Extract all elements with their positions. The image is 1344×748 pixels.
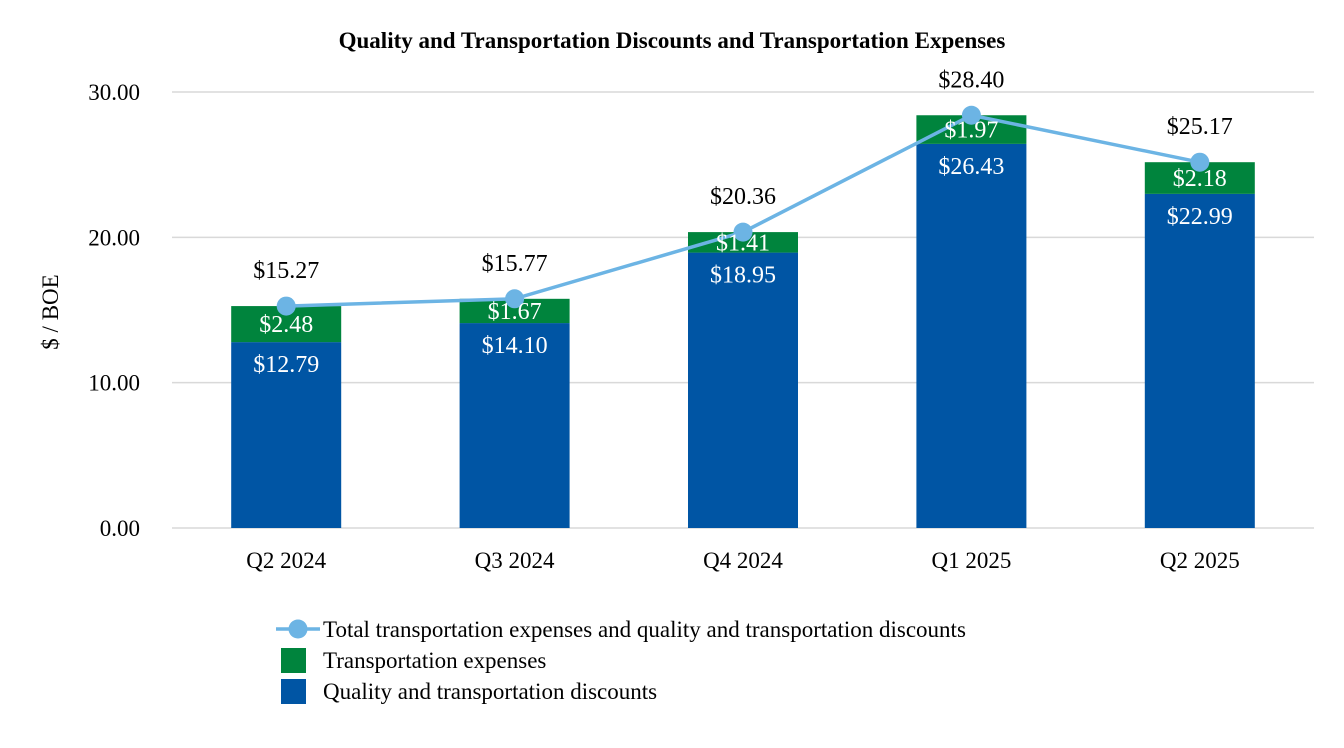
total-point	[505, 289, 525, 309]
bar-quality-discounts	[688, 252, 798, 529]
x-tick-label: Q4 2024	[703, 548, 783, 573]
bar-transportation-expenses	[688, 232, 798, 253]
data-label-total: $20.36	[710, 184, 776, 210]
data-label-quality-discounts: $22.99	[1167, 204, 1233, 230]
chart-title: Quality and Transportation Discounts and…	[339, 28, 1006, 53]
data-label-transportation-expenses: $2.18	[1173, 166, 1227, 192]
bar-quality-discounts	[916, 143, 1027, 528]
data-label-total: $15.27	[253, 258, 319, 284]
data-label-total: $25.17	[1167, 114, 1233, 140]
legend-swatch	[281, 648, 306, 673]
total-point	[961, 105, 981, 125]
y-tick-label: 0.00	[100, 516, 140, 541]
data-label-total: $28.40	[938, 67, 1004, 93]
y-tick-label: 20.00	[88, 225, 140, 250]
total-point	[276, 296, 296, 316]
data-label-quality-discounts: $12.79	[253, 352, 319, 378]
legend-label: Transportation expenses	[323, 648, 546, 673]
data-label-transportation-expenses: $1.67	[488, 299, 542, 325]
y-tick-label: 10.00	[88, 371, 140, 396]
legend-label: Quality and transportation discounts	[323, 679, 657, 704]
data-label-transportation-expenses: $1.41	[716, 230, 770, 256]
bar-quality-discounts	[459, 323, 570, 528]
x-tick-label: Q2 2024	[246, 548, 326, 573]
data-label-quality-discounts: $18.95	[710, 263, 776, 289]
y-tick-label: 30.00	[88, 80, 140, 105]
bar-quality-discounts	[231, 342, 342, 528]
x-tick-label: Q3 2024	[475, 548, 555, 573]
x-tick-label: Q2 2025	[1160, 548, 1240, 573]
legend: Total transportation expenses and qualit…	[276, 617, 966, 704]
x-tick-label: Q1 2025	[931, 548, 1011, 573]
legend-label: Total transportation expenses and qualit…	[323, 617, 966, 642]
legend-marker	[288, 619, 308, 639]
total-point	[1190, 152, 1210, 172]
legend-swatch	[281, 679, 306, 704]
data-label-quality-discounts: $14.10	[482, 333, 548, 359]
bar-quality-discounts	[1144, 193, 1255, 528]
data-label-transportation-expenses: $2.48	[259, 312, 313, 338]
total-point	[733, 222, 753, 242]
data-label-transportation-expenses: $1.97	[944, 118, 998, 144]
y-axis-label: $ / BOE	[38, 274, 63, 349]
data-label-quality-discounts: $26.43	[938, 154, 1004, 180]
data-label-total: $15.77	[482, 251, 548, 277]
